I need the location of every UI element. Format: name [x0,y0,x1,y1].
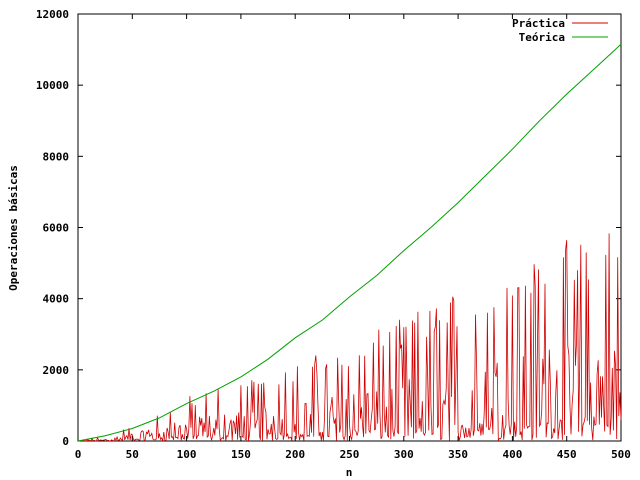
x-tick-label: 50 [126,448,139,461]
x-tick-label: 150 [231,448,251,461]
x-tick-label: 450 [557,448,577,461]
legend-label-practica: Práctica [512,17,565,30]
y-tick-label: 4000 [43,293,70,306]
y-axis-label: Operaciones básicas [7,165,20,291]
legend-label-teorica: Teórica [519,31,565,44]
x-tick-label: 350 [448,448,468,461]
series-line-practica [77,233,622,443]
x-tick-label: 400 [502,448,522,461]
x-tick-label: 250 [340,448,360,461]
x-tick-label: 300 [394,448,414,461]
y-tick-label: 8000 [43,150,70,163]
x-tick-label: 500 [611,448,631,461]
x-axis-label: n [346,466,353,479]
series-line-teorica [77,43,622,442]
axis-ticks: 0 50 100 150 200 250 300 350 400 450 500 0 2000 4000 6… [36,8,631,461]
x-tick-label: 100 [177,448,197,461]
x-tick-label: 200 [285,448,305,461]
y-tick-label: 10000 [36,79,69,92]
y-tick-label: 0 [62,435,69,448]
y-tick-label: 2000 [43,364,70,377]
x-tick-label: 0 [75,448,82,461]
y-tick-label: 6000 [43,222,70,235]
y-tick-label: 12000 [36,8,69,21]
series-group [77,43,622,443]
legend: Práctica Teórica [512,17,608,44]
